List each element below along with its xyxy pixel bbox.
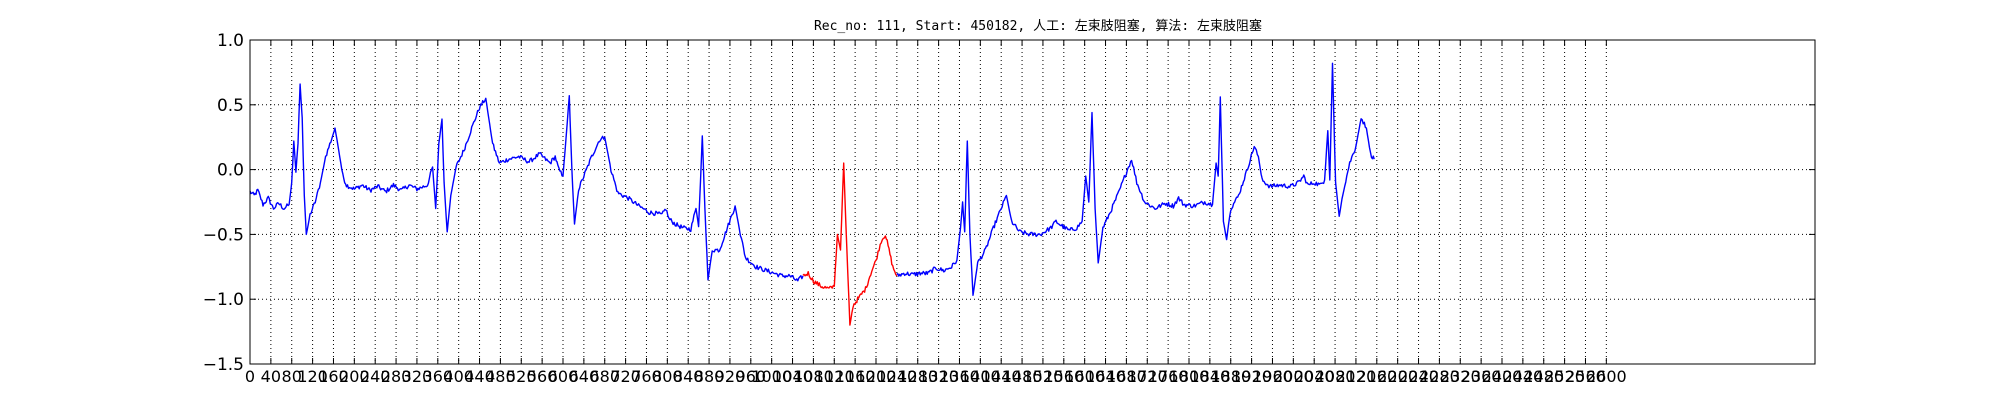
x-tick-label: 200 (339, 367, 370, 386)
x-tick-label: 1520 (1023, 367, 1064, 386)
ecg-series-0 (249, 83, 804, 282)
x-tick-label: 0 (245, 367, 255, 386)
x-tick-label: 1120 (814, 367, 855, 386)
x-tick-label: 2520 (1544, 367, 1585, 386)
x-tick-label: 1840 (1190, 367, 1231, 386)
x-tick-label: 1040 (772, 367, 813, 386)
series-layer (249, 62, 1375, 326)
grid (250, 40, 1815, 364)
x-tick-label: 1480 (1002, 367, 1043, 386)
x-tick-label: 600 (548, 367, 579, 386)
x-tick-label: 1560 (1043, 367, 1084, 386)
x-tick-label: 1720 (1127, 367, 1168, 386)
x-tick-label: 2360 (1461, 367, 1502, 386)
x-tick-label: 120 (297, 367, 328, 386)
x-tick-label: 1160 (835, 367, 876, 386)
y-tick-label: 0.5 (217, 96, 244, 116)
y-tick-label: 1.0 (217, 31, 244, 51)
x-tick-label: 720 (610, 367, 641, 386)
x-tick-label: 2480 (1523, 367, 1564, 386)
x-tick-label: 320 (402, 367, 433, 386)
x-tick-label: 520 (506, 367, 537, 386)
x-axis: 0 40 8012016020024028032036040044048052056… (245, 40, 1627, 386)
y-tick-label: −0.5 (203, 225, 244, 245)
x-tick-label: 2200 (1377, 367, 1418, 386)
x-tick-label: 1880 (1210, 367, 1251, 386)
x-tick-label: 1440 (981, 367, 1022, 386)
x-tick-label: 160 (318, 367, 349, 386)
x-tick-label: 2040 (1294, 367, 1335, 386)
x-tick-label: 1760 (1148, 367, 1189, 386)
x-tick-label: 2080 (1315, 367, 1356, 386)
x-tick-label: 1360 (939, 367, 980, 386)
x-tick-label: 1000 (751, 367, 792, 386)
x-tick-label: 1280 (897, 367, 938, 386)
y-axis: 1.0 0.5 0.0 −0.5 −1.0 −1.5 (203, 31, 1815, 375)
x-tick-label: 2440 (1503, 367, 1544, 386)
x-tick-label: 2280 (1419, 367, 1460, 386)
x-tick-label: 360 (423, 367, 454, 386)
plot-frame (249, 39, 1816, 365)
x-tick-label: 1600 (1064, 367, 1105, 386)
x-tick-label: 2320 (1440, 367, 1481, 386)
x-tick-label: 560 (527, 367, 558, 386)
x-tick-label: 400 (443, 367, 474, 386)
x-tick-label: 440 (464, 367, 495, 386)
x-tick-label: 840 (673, 367, 704, 386)
x-tick-label: 1080 (793, 367, 834, 386)
x-tick-label: 2000 (1273, 367, 1314, 386)
x-tick-label: 1320 (918, 367, 959, 386)
x-tick-label: 1920 (1231, 367, 1272, 386)
x-tick-label: 2240 (1398, 367, 1439, 386)
x-tick-label: 1960 (1252, 367, 1293, 386)
x-tick-label: 640 (569, 367, 600, 386)
x-tick-label: 2560 (1565, 367, 1606, 386)
x-tick-label: 1800 (1169, 367, 1210, 386)
x-tick-label: 920 (715, 367, 746, 386)
x-tick-label: 800 (652, 367, 683, 386)
x-tick-label: 2400 (1482, 367, 1523, 386)
x-tick-label: 960 (736, 367, 767, 386)
x-tick-label: 2600 (1586, 367, 1627, 386)
y-tick-label: −1.5 (203, 355, 244, 375)
x-tick-label: 480 (485, 367, 516, 386)
y-tick-label: 0.0 (217, 161, 244, 181)
x-tick-label: 880 (694, 367, 725, 386)
y-tick-label: −1.0 (203, 290, 244, 310)
x-tick-label: 1240 (877, 367, 918, 386)
x-tick-label: 240 (360, 367, 391, 386)
x-tick-label: 2120 (1336, 367, 1377, 386)
x-tick-label: 1400 (960, 367, 1001, 386)
x-tick-label: 1680 (1106, 367, 1147, 386)
x-tick-label: 680 (589, 367, 620, 386)
x-tick-label: 760 (631, 367, 662, 386)
ecg-series-2 (896, 62, 1375, 296)
ecg-series-1 (802, 162, 898, 326)
x-tick-label: 280 (381, 367, 412, 386)
x-tick-label: 2160 (1356, 367, 1397, 386)
chart-title: Rec_no: 111, Start: 450182, 人工: 左束肢阻塞, 算… (814, 18, 1262, 34)
x-tick-label: 1640 (1085, 367, 1126, 386)
x-tick-label: 1200 (856, 367, 897, 386)
x-tick-label: 80 (282, 367, 302, 386)
x-tick-label: 40 (261, 367, 281, 386)
